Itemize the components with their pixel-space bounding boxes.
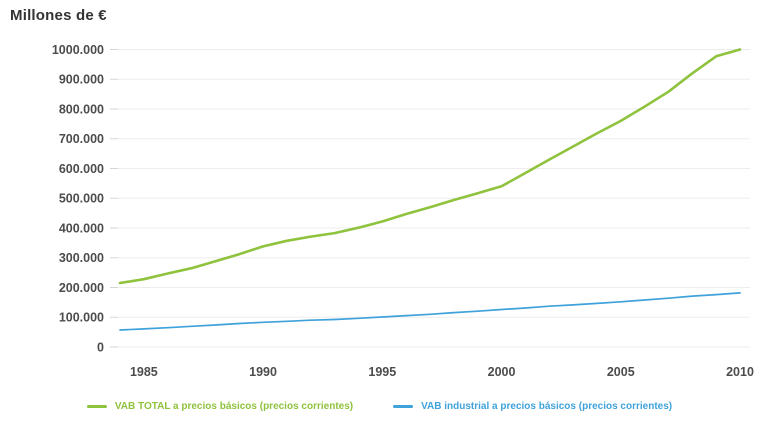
legend-label-vab-industrial: VAB industrial a precios básicos (precio… <box>421 400 673 412</box>
y-axis-label: 0 <box>97 340 104 354</box>
chart-legend: VAB TOTAL a precios básicos (precios cor… <box>0 395 759 417</box>
y-axis-label: 900.000 <box>59 73 104 87</box>
legend-label-vab-total: VAB TOTAL a precios básicos (precios cor… <box>114 400 354 412</box>
y-axis-label: 100.000 <box>59 311 104 325</box>
chart-title: Millones de € <box>10 7 107 24</box>
y-axis-label: 800.000 <box>59 102 104 116</box>
legend-line-swatch-vab-industrial <box>393 404 414 408</box>
x-axis-label: 1990 <box>249 365 277 379</box>
legend-item-vab-industrial[interactable]: VAB industrial a precios básicos (precio… <box>393 401 672 412</box>
y-axis-label: 300.000 <box>59 251 104 265</box>
series-line-vab-total <box>118 48 742 285</box>
y-axis-label: 400.000 <box>59 221 104 235</box>
y-axis-label: 200.000 <box>59 281 104 295</box>
x-axis-label: 1995 <box>368 365 396 379</box>
series-line-vab-industrial <box>119 292 741 331</box>
y-axis-label: 600.000 <box>59 162 104 176</box>
y-axis-label: 700.000 <box>59 132 104 146</box>
y-axis-label: 1000.000 <box>52 43 104 57</box>
x-axis-label: 2010 <box>726 365 754 379</box>
y-axis-label: 500.000 <box>59 192 104 206</box>
x-axis-label: 2000 <box>488 365 516 379</box>
x-axis-label: 1985 <box>130 365 158 379</box>
legend-line-swatch-vab-total <box>86 404 107 408</box>
legend-item-vab-total[interactable]: VAB TOTAL a precios básicos (precios cor… <box>86 400 354 412</box>
x-axis-label: 2005 <box>607 365 635 379</box>
